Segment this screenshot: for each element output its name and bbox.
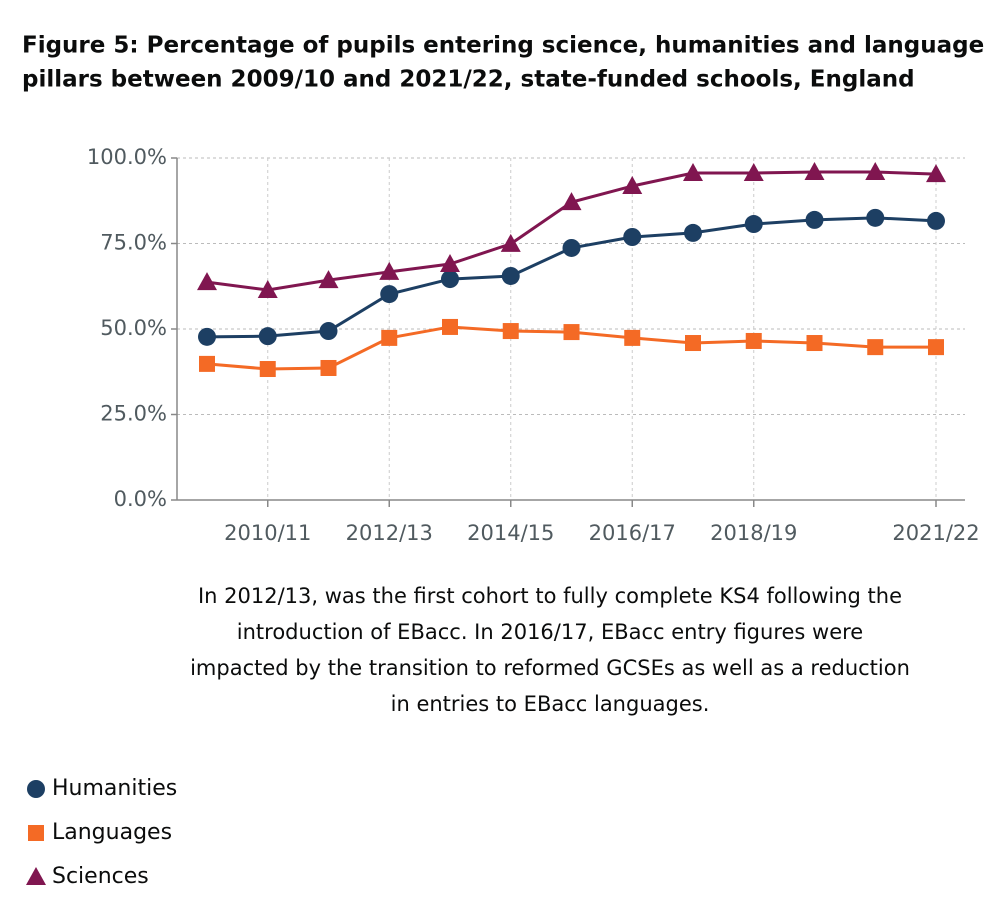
data-point bbox=[806, 335, 823, 352]
data-point bbox=[379, 261, 400, 280]
chart-title: pillars between 2009/10 and 2021/22, sta… bbox=[22, 67, 915, 93]
data-point bbox=[685, 335, 701, 352]
annotation: impacted by the transition to reformed G… bbox=[190, 656, 910, 680]
data-point bbox=[927, 211, 945, 230]
y-tick-label: 25.0% bbox=[100, 402, 167, 426]
data-point bbox=[442, 318, 458, 335]
data-point bbox=[684, 223, 702, 242]
x-tick-label: 2021/22 bbox=[892, 521, 979, 545]
data-point bbox=[502, 323, 519, 340]
data-point bbox=[867, 339, 884, 356]
legend-marker bbox=[28, 825, 44, 841]
data-point bbox=[624, 329, 641, 346]
series-line bbox=[206, 216, 937, 339]
data-point bbox=[197, 272, 217, 291]
y-tick-label: 75.0% bbox=[100, 231, 167, 255]
data-point bbox=[805, 210, 824, 229]
data-point bbox=[199, 355, 215, 372]
legend-label: Languages bbox=[52, 820, 172, 845]
data-point bbox=[745, 332, 762, 349]
annotation: introduction of EBacc. In 2016/17, EBacc… bbox=[237, 620, 863, 644]
data-point bbox=[259, 361, 276, 378]
annotation: In 2012/13, was the first cohort to full… bbox=[198, 584, 902, 608]
x-tick-label: 2018/19 bbox=[710, 521, 797, 545]
data-point bbox=[501, 266, 520, 285]
data-point bbox=[928, 339, 944, 356]
data-point bbox=[683, 163, 703, 182]
data-point bbox=[561, 192, 582, 211]
x-tick-label: 2016/17 bbox=[589, 521, 676, 545]
x-tick-label: 2010/11 bbox=[224, 521, 311, 545]
legend-label: Humanities bbox=[52, 776, 177, 801]
annotation: in entries to EBacc languages. bbox=[391, 692, 710, 716]
data-point bbox=[866, 208, 885, 227]
legend-label: Sciences bbox=[52, 864, 149, 889]
data-point bbox=[257, 280, 278, 299]
data-point bbox=[381, 329, 398, 346]
y-tick-label: 50.0% bbox=[100, 316, 167, 340]
data-point bbox=[320, 359, 337, 376]
data-point bbox=[318, 270, 339, 289]
data-point bbox=[440, 254, 460, 273]
data-point bbox=[926, 164, 946, 183]
data-point bbox=[380, 285, 399, 304]
legend-marker bbox=[26, 867, 46, 885]
data-point bbox=[562, 238, 581, 257]
series-line bbox=[206, 170, 937, 292]
legend-marker bbox=[27, 780, 45, 798]
data-point bbox=[865, 162, 886, 181]
data-point bbox=[198, 327, 216, 346]
x-tick-label: 2014/15 bbox=[467, 521, 554, 545]
y-tick-label: 100.0% bbox=[87, 145, 167, 169]
chart-title: Figure 5: Percentage of pupils entering … bbox=[22, 33, 984, 59]
x-tick-label: 2012/13 bbox=[346, 521, 433, 545]
data-point bbox=[258, 327, 277, 346]
data-point bbox=[441, 270, 459, 289]
y-tick-label: 0.0% bbox=[114, 487, 167, 511]
data-point bbox=[319, 322, 338, 341]
data-point bbox=[623, 228, 642, 247]
data-point bbox=[563, 324, 580, 341]
data-point bbox=[744, 215, 763, 234]
data-point bbox=[622, 176, 643, 195]
data-point bbox=[743, 163, 764, 182]
data-point bbox=[804, 162, 825, 181]
data-point bbox=[500, 233, 521, 252]
